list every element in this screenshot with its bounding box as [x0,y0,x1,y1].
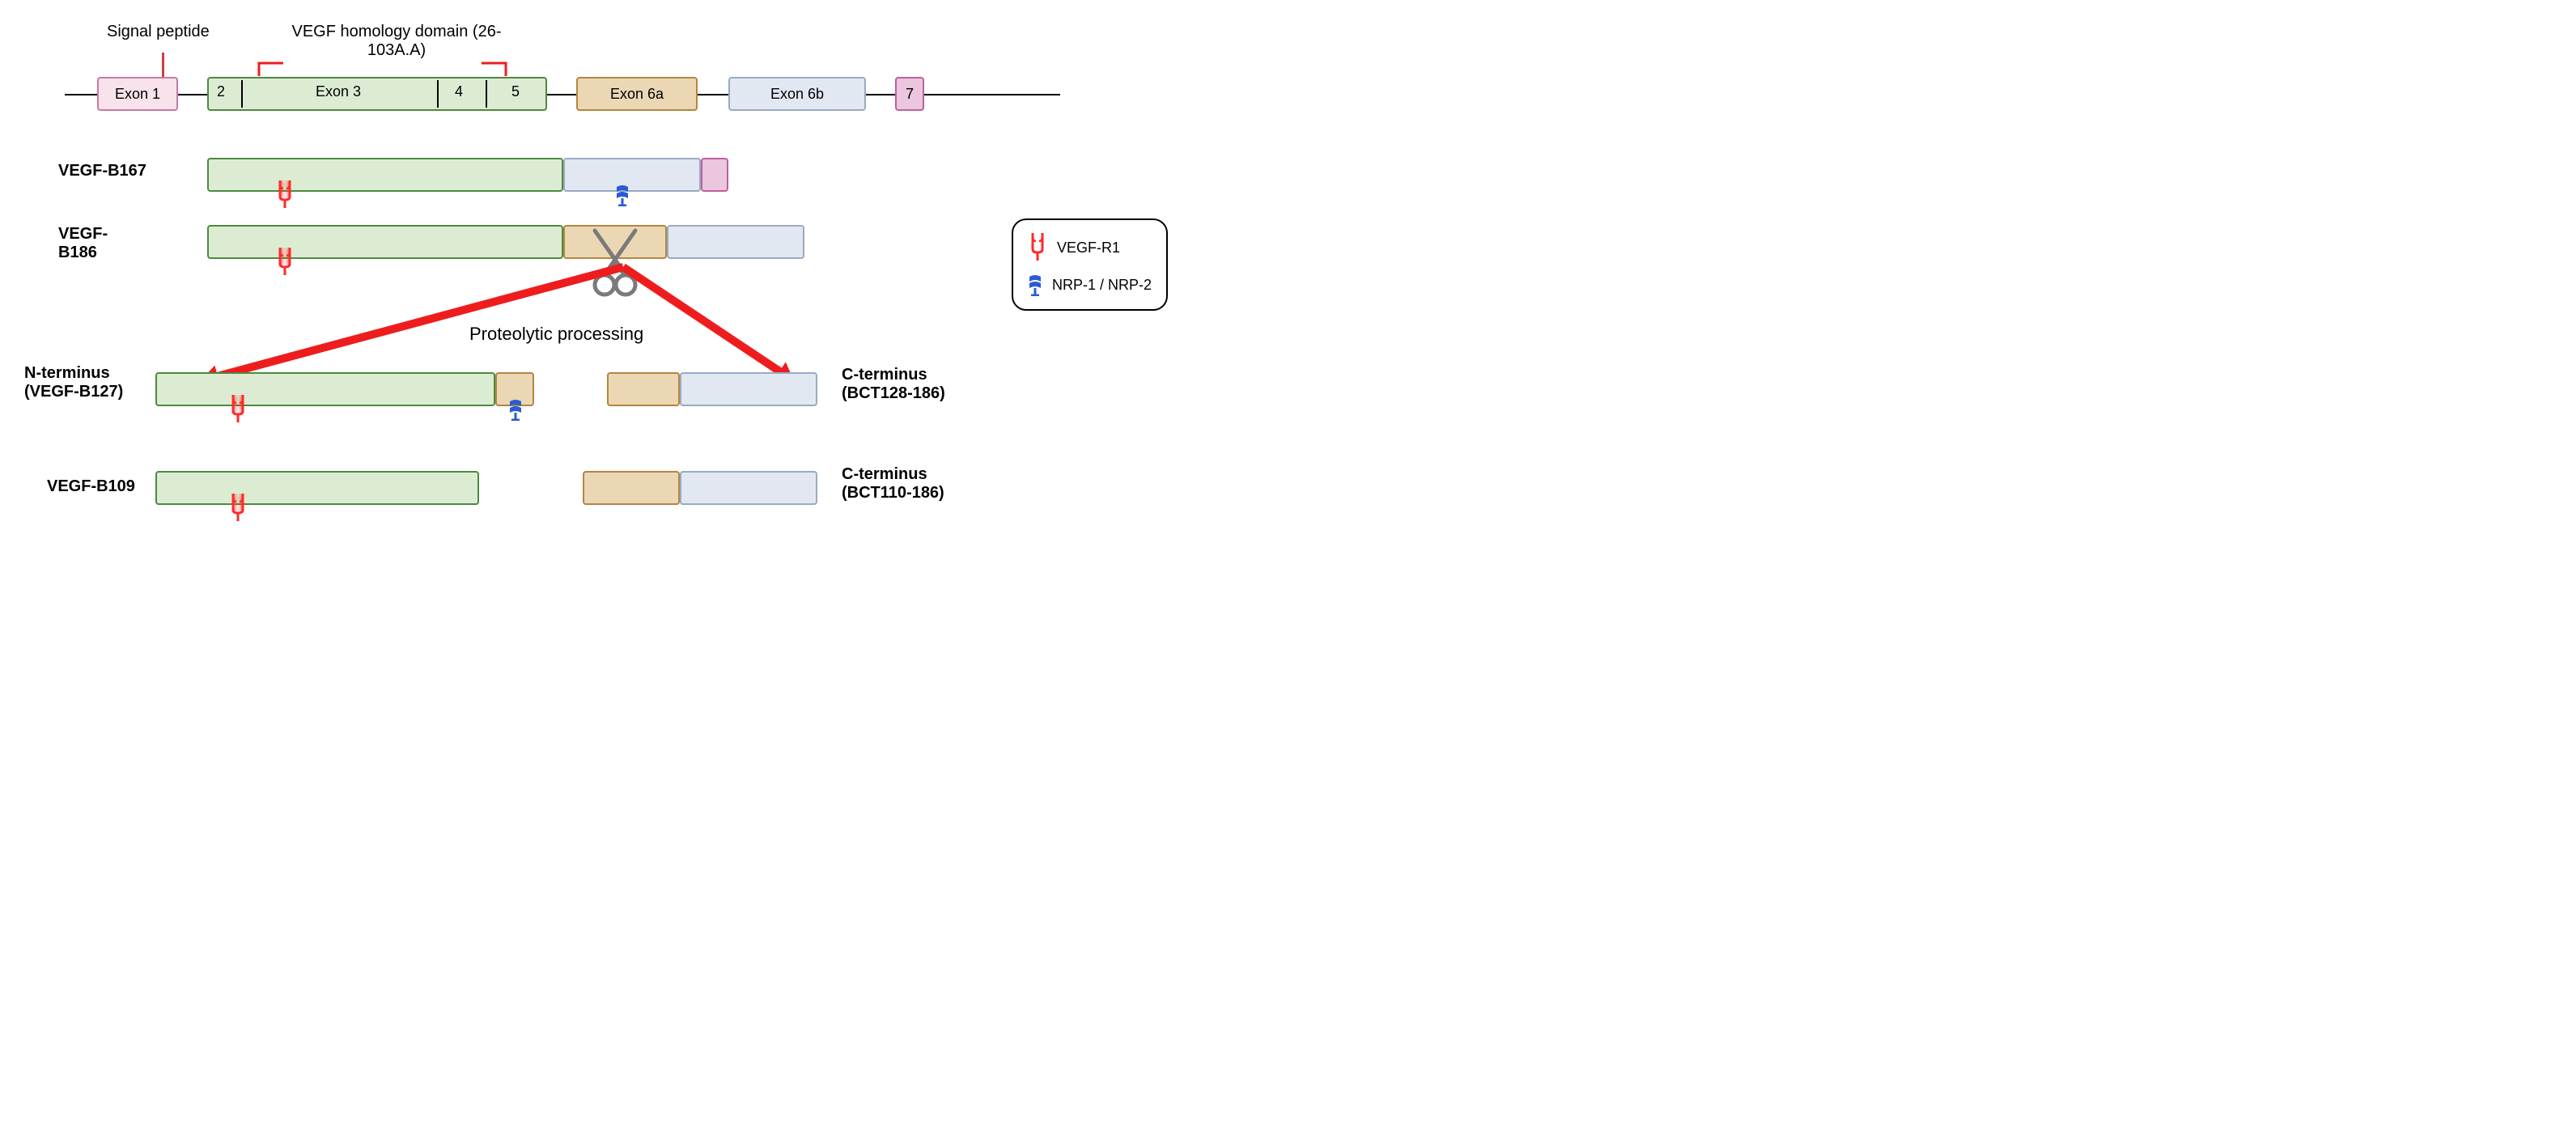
n-terminus-b127-label: N-terminus (VEGF-B127) [24,364,138,401]
legend-row-nrp: NRP-1 / NRP-2 [1028,274,1152,296]
green-divider-0 [241,80,243,108]
green-sublabel-1: Exon 3 [316,83,361,100]
proteolytic-arrow-right [621,264,783,375]
exon1: Exon 1 [97,77,178,111]
c-terminus-1-label: C-terminus (BCT128-186) [842,366,987,403]
exon2-5 [207,77,547,111]
green-sublabel-3: 5 [511,83,520,100]
b167-blue [563,158,701,192]
b186-blue [667,225,804,259]
vhd-bracket-icon [16,16,583,81]
legend: VEGF-R1 NRP-1 / NRP-2 [1012,218,1168,311]
b186-green [207,225,563,259]
b167-green [207,158,563,192]
c2-tan [583,471,680,505]
b167-mag [701,158,728,192]
exon7: 7 [895,77,924,111]
b109-green [155,471,479,505]
vegf-b-isoform-diagram: Signal peptide VEGF homology domain (26-… [16,16,1230,550]
c1-tan [607,372,680,406]
c-terminus-2-label: C-terminus (BCT110-186) [842,465,987,503]
nrp-icon [508,398,523,421]
vegf-r1-icon [275,248,295,277]
proteolytic-arrow-left [215,263,624,380]
vegf-r1-icon [228,395,248,424]
green-sublabel-2: 4 [455,83,463,100]
legend-vegf-r1-text: VEGF-R1 [1057,240,1120,257]
nrp-icon [1028,274,1042,296]
vegf-r1-icon [275,180,295,210]
b127-green [155,372,495,406]
exon6b: Exon 6b [728,77,866,111]
green-sublabel-0: 2 [217,83,225,100]
legend-nrp-text: NRP-1 / NRP-2 [1052,277,1152,294]
c2-blue [680,471,817,505]
vegf-b167-label: VEGF-B167 [58,162,146,180]
legend-row-vegf-r1: VEGF-R1 [1028,233,1152,262]
vegf-b186-label: VEGF-B186 [58,225,139,262]
green-divider-2 [486,80,487,108]
c1-blue [680,372,817,406]
green-divider-1 [437,80,439,108]
vegf-r1-icon [1028,233,1047,262]
proteolytic-processing-label: Proteolytic processing [469,324,643,345]
nrp-icon [615,184,630,206]
exon6a: Exon 6a [576,77,698,111]
vegf-b109-label: VEGF-B109 [47,477,135,496]
vegf-r1-icon [228,494,248,523]
